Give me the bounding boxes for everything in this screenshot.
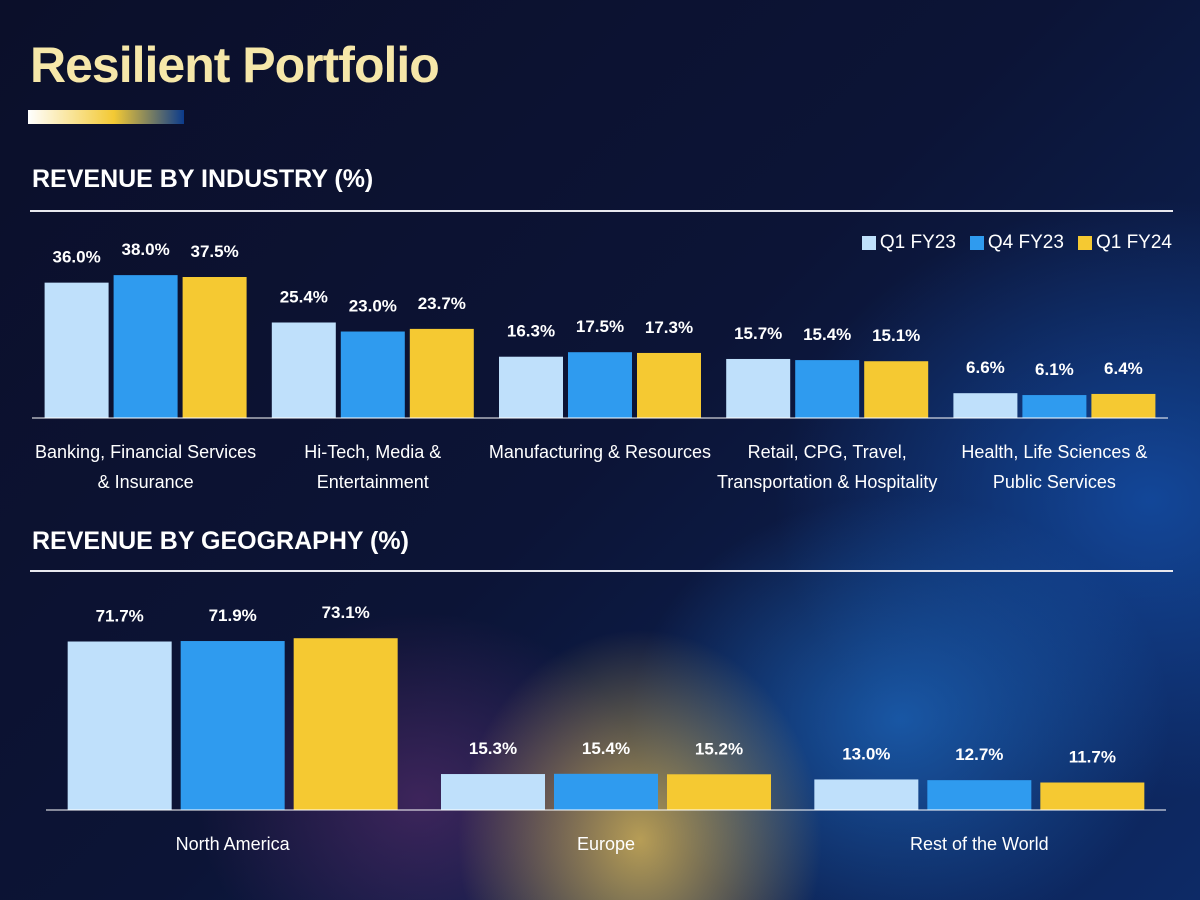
category-label: Hi-Tech, Media & Entertainment [304,442,442,492]
bar [953,393,1018,418]
value-label: 17.5% [576,317,624,336]
value-label: 6.4% [1104,359,1143,378]
bar [1040,782,1145,810]
value-label: 6.1% [1035,360,1074,379]
value-label: 11.7% [1069,748,1116,767]
bar [637,352,701,418]
value-label: 13.0% [842,744,890,763]
bar [667,774,771,810]
bar [726,358,791,418]
value-label: 15.3% [469,739,517,758]
bar [293,638,398,810]
legend-label: Q1 FY24 [1095,232,1172,253]
value-label: 25.4% [280,287,328,306]
bar [554,773,658,810]
bar [1091,393,1156,418]
value-label: 36.0% [52,248,100,267]
legend-item: Q4 FY23 [969,232,1064,254]
value-label: 15.7% [734,324,782,343]
legend-label: Q4 FY23 [987,232,1064,253]
bar [409,328,474,418]
category-label: Retail, CPG, Travel, Transportation & Ho… [716,442,938,492]
value-label: 17.3% [645,318,693,337]
value-label: 15.4% [582,739,630,758]
value-label: 15.2% [695,739,743,758]
legend-label: Q1 FY23 [879,232,956,253]
bar [1022,395,1087,418]
chart-title: REVENUE BY GEOGRAPHY (%) [32,527,409,555]
value-label: 71.9% [209,606,257,625]
title-accent [28,110,184,124]
category-label: North America [175,834,290,854]
bar [44,282,109,418]
value-label: 37.5% [190,242,238,261]
bar [864,361,929,418]
bar [441,774,545,810]
bar [113,275,178,418]
title-rule [30,570,1173,572]
bar [271,322,336,418]
value-label: 15.4% [803,325,851,344]
category-label: Manufacturing & Resources [488,442,712,462]
bar [814,779,919,810]
bar [182,277,247,418]
legend-swatch [861,236,876,250]
value-label: 6.6% [966,358,1005,377]
category-label: Banking, Financial Services & Insurance [35,442,257,492]
value-label: 38.0% [121,240,169,259]
category-label: Rest of the World [909,834,1049,854]
chart-title: REVENUE BY INDUSTRY (%) [32,165,374,193]
bar [927,780,1032,810]
legend-swatch [969,236,984,250]
value-label: 23.0% [349,297,397,316]
bar [499,356,563,418]
category-label: Health, Life Sciences & Public Services [961,442,1148,492]
bar [67,641,172,810]
value-label: 15.1% [872,326,920,345]
legend-item: Q1 FY23 [861,232,956,254]
value-label: 71.7% [96,607,144,626]
title-rule [30,210,1173,212]
value-label: 16.3% [507,322,555,341]
bar [180,641,285,810]
value-label: 23.7% [418,294,466,313]
bar [568,352,632,418]
value-label: 12.7% [955,745,1003,764]
bar [340,331,405,418]
legend: Q1 FY23 Q4 FY23 Q1 FY24 [861,232,1172,254]
bar [795,360,860,418]
page-title: Resilient Portfolio [30,37,440,93]
legend-swatch [1077,236,1092,250]
category-label: Europe [576,834,636,854]
legend-item: Q1 FY24 [1077,232,1172,254]
value-label: 73.1% [322,603,370,622]
